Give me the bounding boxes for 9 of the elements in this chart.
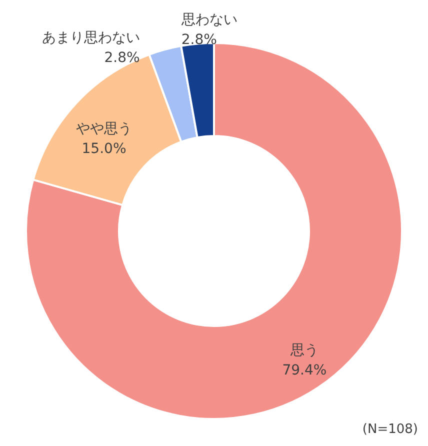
data-label: 2.8% xyxy=(104,50,140,66)
slice-label: やや思う xyxy=(76,121,132,138)
slice-label: 思わない xyxy=(180,12,238,28)
data-label: 15.0% xyxy=(82,141,126,158)
data-label: 2.8% xyxy=(181,32,217,48)
data-label: 79.4% xyxy=(282,362,327,379)
slice-label: あまり思わない xyxy=(42,30,140,46)
text: (N=108) xyxy=(362,422,418,437)
slice-label: 思う xyxy=(289,342,318,359)
